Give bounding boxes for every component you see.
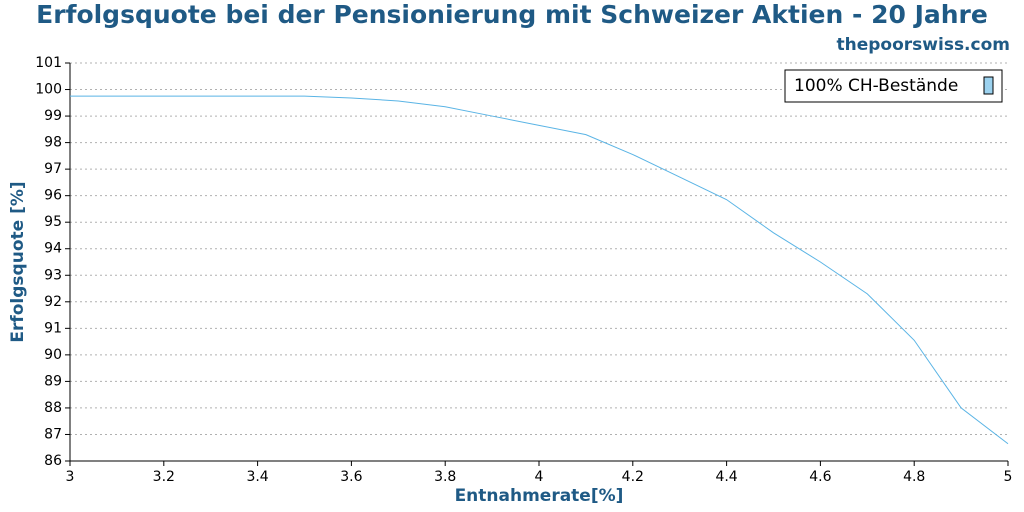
x-tick-label: 5 xyxy=(1004,469,1013,485)
x-tick-label: 3 xyxy=(66,469,75,485)
y-tick-label: 86 xyxy=(44,453,62,469)
x-tick-label: 4.6 xyxy=(809,469,831,485)
y-tick-label: 98 xyxy=(44,135,62,151)
y-tick-label: 95 xyxy=(44,214,62,230)
y-tick-label: 88 xyxy=(44,400,62,416)
y-tick-label: 93 xyxy=(44,267,62,283)
y-tick-label: 94 xyxy=(44,241,62,257)
legend-box xyxy=(784,69,1003,103)
x-tick-label: 3.4 xyxy=(246,469,268,485)
x-tick-label: 3.2 xyxy=(153,469,175,485)
y-tick-label: 97 xyxy=(44,161,62,177)
y-tick-label: 101 xyxy=(35,55,62,71)
chart-subtitle: thepoorswiss.com xyxy=(837,35,1011,55)
y-tick-label: 87 xyxy=(44,426,62,442)
x-tick-label: 4.4 xyxy=(715,469,737,485)
x-tick-label: 4 xyxy=(535,469,544,485)
y-tick-label: 96 xyxy=(44,188,62,204)
y-tick-label: 100 xyxy=(35,82,62,98)
y-tick-label: 91 xyxy=(44,320,62,336)
x-tick-label: 4.8 xyxy=(903,469,925,485)
legend-label: 100% CH-Bestände xyxy=(794,76,958,96)
data-line xyxy=(70,95,1009,445)
x-tick-label: 3.6 xyxy=(340,469,362,485)
y-axis-label: Erfolgsquote [%] xyxy=(8,181,28,342)
x-tick-label: 3.8 xyxy=(434,469,456,485)
x-axis-label: Entnahmerate[%] xyxy=(455,486,624,506)
chart-title: Erfolgsquote bei der Pensionierung mit S… xyxy=(36,0,988,29)
y-tick-label: 89 xyxy=(44,373,62,389)
x-tick-label: 4.2 xyxy=(622,469,644,485)
y-tick-label: 90 xyxy=(44,347,62,363)
legend-swatch xyxy=(983,76,994,95)
y-tick-label: 92 xyxy=(44,294,62,310)
y-tick-label: 99 xyxy=(44,108,62,124)
